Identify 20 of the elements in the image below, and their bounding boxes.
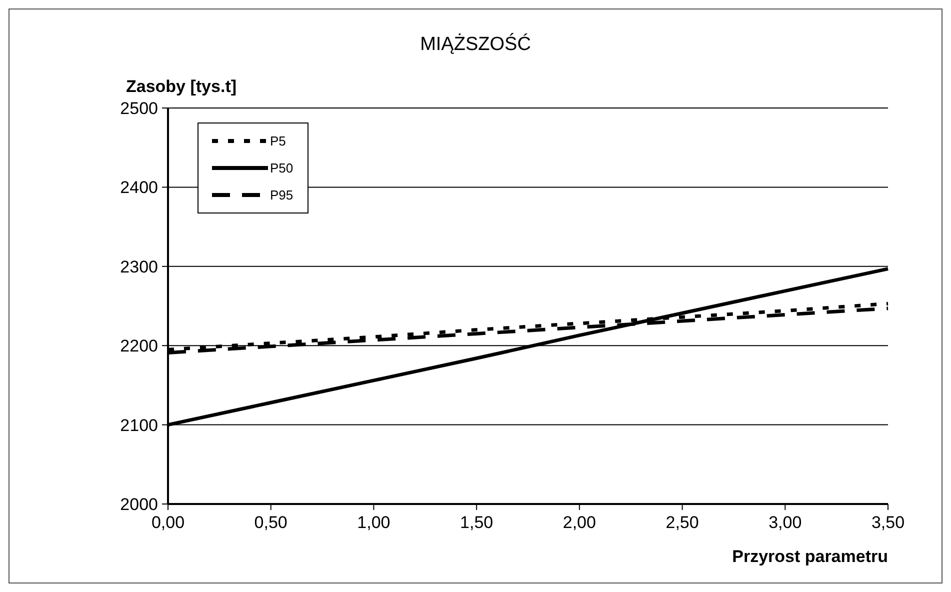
x-tick-label: 3,50 — [871, 513, 905, 532]
x-tick-label: 0,00 — [151, 513, 185, 532]
y-tick-label: 2300 — [120, 257, 158, 276]
y-tick-label: 2500 — [120, 98, 158, 118]
legend-label: P95 — [270, 188, 294, 203]
x-tick-label: 1,50 — [460, 513, 494, 532]
x-tick-label: 2,00 — [562, 513, 596, 532]
x-tick-label: 3,00 — [768, 513, 802, 532]
y-tick-label: 2100 — [120, 416, 158, 435]
chart-title: MIĄŻSZOŚĆ — [420, 32, 531, 55]
x-axis-title: Przyrost parametru — [732, 547, 888, 566]
x-tick-label: 2,50 — [666, 513, 699, 532]
legend-label: P5 — [270, 134, 286, 149]
x-tick-label: 0,50 — [254, 513, 288, 532]
y-tick-label: 2000 — [120, 494, 158, 514]
y-tick-label: 2200 — [120, 336, 158, 356]
y-axis-title: Zasoby [tys.t] — [126, 77, 237, 96]
legend-label: P50 — [270, 160, 294, 176]
y-tick-label: 2400 — [120, 178, 158, 198]
x-tick-label: 1,00 — [357, 513, 390, 532]
